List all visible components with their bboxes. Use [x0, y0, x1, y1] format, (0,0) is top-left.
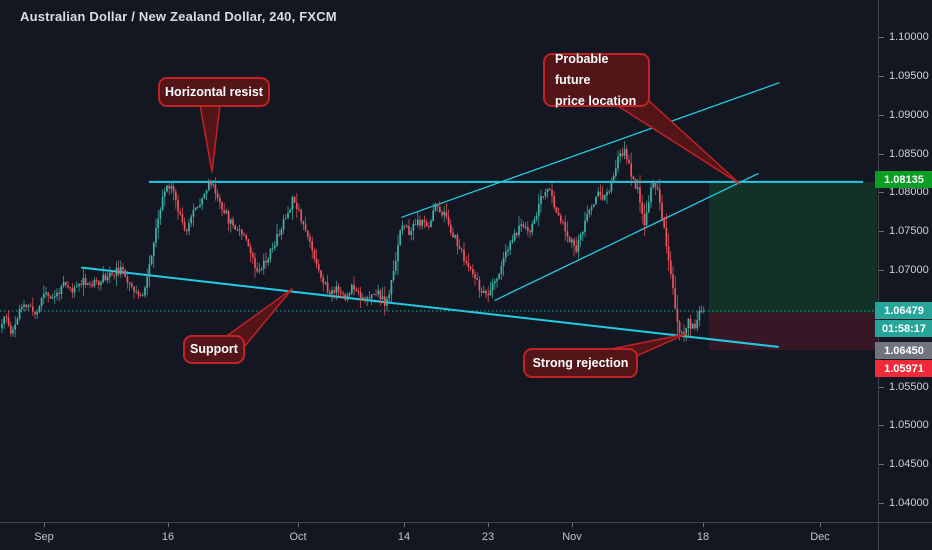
time-tick-label: Oct	[289, 531, 307, 543]
price-tick-dash	[879, 37, 884, 38]
time-tick-dash	[703, 523, 704, 527]
price-tick-label: 1.09000	[889, 108, 929, 121]
price-tick-dash	[879, 115, 884, 116]
price-tick-label: 1.08500	[889, 147, 929, 160]
price-tick-label: 1.07500	[889, 225, 929, 238]
axis-corner	[878, 522, 932, 550]
time-tick-dash	[820, 523, 821, 527]
price-tick-label: 1.05000	[889, 419, 929, 432]
callout-horizontal-resist-label: Horizontal resist	[165, 84, 263, 99]
price-tick-dash	[879, 387, 884, 388]
trendline-channel-upper[interactable]	[401, 82, 780, 218]
price-tick-dash	[879, 76, 884, 77]
position-zones[interactable]	[709, 181, 877, 350]
time-tick-label: 23	[481, 531, 495, 543]
symbol-title[interactable]: Australian Dollar / New Zealand Dollar, …	[20, 9, 337, 24]
time-tick-label: 14	[397, 531, 411, 543]
last-price-badge: 1.06479	[875, 302, 932, 319]
take-profit-price-badge: 1.08135	[875, 171, 932, 188]
callout-support-label: Support	[190, 342, 238, 356]
price-tick-label: 1.05500	[889, 380, 929, 393]
entry-price-badge: 1.06450	[875, 342, 932, 359]
time-tick-label: 16	[161, 531, 175, 543]
price-tick-label: 1.08000	[889, 186, 929, 199]
time-tick-label: Sep	[34, 531, 54, 543]
callout-future-line2: price location	[555, 93, 637, 108]
price-tick-dash	[879, 231, 884, 232]
price-axis[interactable]: 1.10000 1.09500 1.09000 1.08500 1.08000 1.075…	[875, 0, 932, 522]
price-tick-label: 1.04500	[889, 458, 929, 471]
price-tick-dash	[879, 425, 884, 426]
callout-strong-rejection[interactable]: Strong rejection	[523, 348, 638, 378]
time-tick-dash	[298, 523, 299, 527]
price-tick-dash	[879, 270, 884, 271]
price-tick-dash	[879, 464, 884, 465]
price-tick-label: 1.09500	[889, 69, 929, 82]
callout-probable-future-price[interactable]: Probable future price location	[543, 52, 650, 108]
bar-countdown-badge: 01:58:17	[875, 320, 932, 337]
time-tick-label: Dec	[810, 531, 830, 543]
time-tick-dash	[44, 523, 45, 527]
price-tick-label: 1.04000	[889, 497, 929, 509]
callout-tail-resist	[199, 104, 221, 173]
price-tick-dash	[879, 154, 884, 155]
time-axis[interactable]: Sep 16 Oct 14 23 Nov 18 Dec	[0, 522, 878, 550]
profit-zone[interactable]	[709, 181, 877, 313]
loss-zone[interactable]	[709, 312, 877, 350]
time-tick-label: Nov	[562, 531, 582, 543]
trendline-channel-lower[interactable]	[494, 173, 759, 301]
price-tick-label: 1.10000	[889, 31, 929, 43]
stop-price-badge: 1.05971	[875, 360, 932, 377]
time-tick-dash	[404, 523, 405, 527]
callout-horizontal-resist[interactable]: Horizontal resist	[158, 77, 270, 107]
trendline-support[interactable]	[81, 266, 779, 348]
time-tick-dash	[488, 523, 489, 527]
time-tick-label: 18	[696, 531, 710, 543]
time-tick-dash	[572, 523, 573, 527]
price-tick-dash	[879, 503, 884, 504]
candlestick-series	[1, 141, 705, 342]
trendlines[interactable]	[81, 82, 863, 348]
callout-support[interactable]: Support	[183, 335, 245, 364]
price-tick-dash	[879, 192, 884, 193]
time-tick-dash	[168, 523, 169, 527]
callout-future-line1: Probable future	[555, 51, 609, 87]
callout-tails	[199, 99, 741, 359]
price-tick-label: 1.07000	[889, 264, 929, 276]
callout-strong-rejection-label: Strong rejection	[532, 355, 629, 370]
